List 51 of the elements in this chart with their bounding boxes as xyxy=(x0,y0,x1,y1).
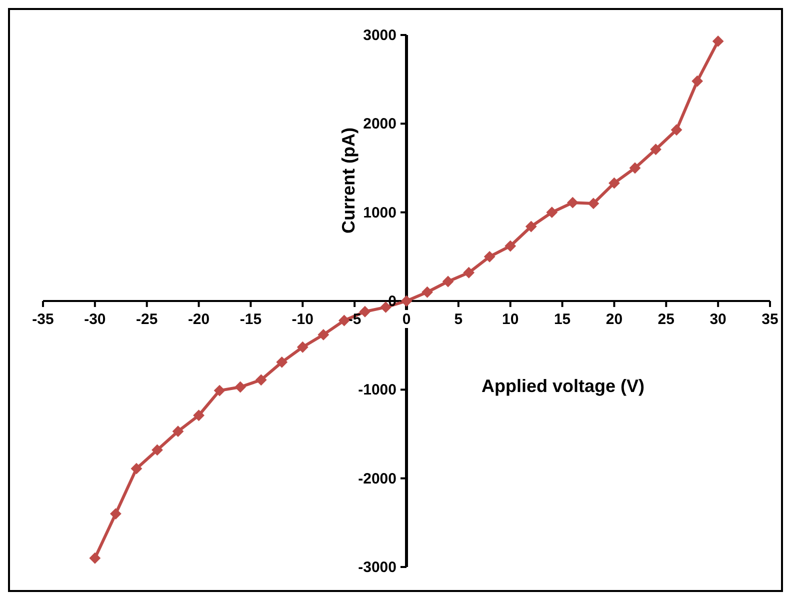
point xyxy=(671,124,682,136)
point xyxy=(297,342,308,353)
x-tick-label: -10 xyxy=(292,311,314,328)
point xyxy=(463,267,474,278)
y-tick-label: -1000 xyxy=(358,382,396,399)
y-tick-label: 3000 xyxy=(363,27,396,44)
point xyxy=(318,329,329,340)
y-axis-title: Current (pA) xyxy=(338,126,359,236)
x-tick-label: 30 xyxy=(710,311,726,328)
x-tick-label: -25 xyxy=(136,311,158,328)
point xyxy=(422,286,433,298)
point xyxy=(110,508,122,520)
point xyxy=(256,374,267,386)
point xyxy=(152,444,163,456)
point xyxy=(193,410,204,421)
point xyxy=(712,36,724,47)
point xyxy=(214,385,226,396)
point xyxy=(359,306,370,318)
x-tick-label: 20 xyxy=(606,311,623,328)
x-tick-label: 5 xyxy=(454,311,463,328)
x-tick-label: -20 xyxy=(188,311,210,328)
point xyxy=(629,162,640,174)
point xyxy=(401,296,412,306)
y-tick-label: -2000 xyxy=(358,470,396,488)
point xyxy=(526,221,537,232)
point xyxy=(89,552,100,564)
y-tick-label: -3000 xyxy=(358,559,396,576)
x-tick-label: 0 xyxy=(402,311,411,328)
x-tick-label: -30 xyxy=(84,311,106,328)
x-tick-label: -35 xyxy=(32,311,54,328)
x-tick-label: 10 xyxy=(502,311,519,328)
point xyxy=(172,426,184,437)
x-tick-label: 35 xyxy=(762,311,778,328)
point xyxy=(504,240,516,252)
x-tick-label: 15 xyxy=(554,311,571,328)
x-tick-label: 25 xyxy=(658,311,674,328)
point xyxy=(588,198,599,209)
point xyxy=(650,144,662,155)
point xyxy=(608,178,620,189)
point xyxy=(442,276,454,287)
x-axis-title: Applied voltage (V) xyxy=(482,376,645,397)
y-tick-label: 1000 xyxy=(363,204,396,222)
y-tick-label: 2000 xyxy=(363,116,396,133)
point xyxy=(130,463,142,474)
point xyxy=(546,206,558,218)
point xyxy=(484,251,496,262)
x-tick-label: -15 xyxy=(240,311,262,328)
point xyxy=(234,382,246,393)
point xyxy=(276,356,288,368)
point xyxy=(692,76,703,87)
point xyxy=(567,197,578,208)
